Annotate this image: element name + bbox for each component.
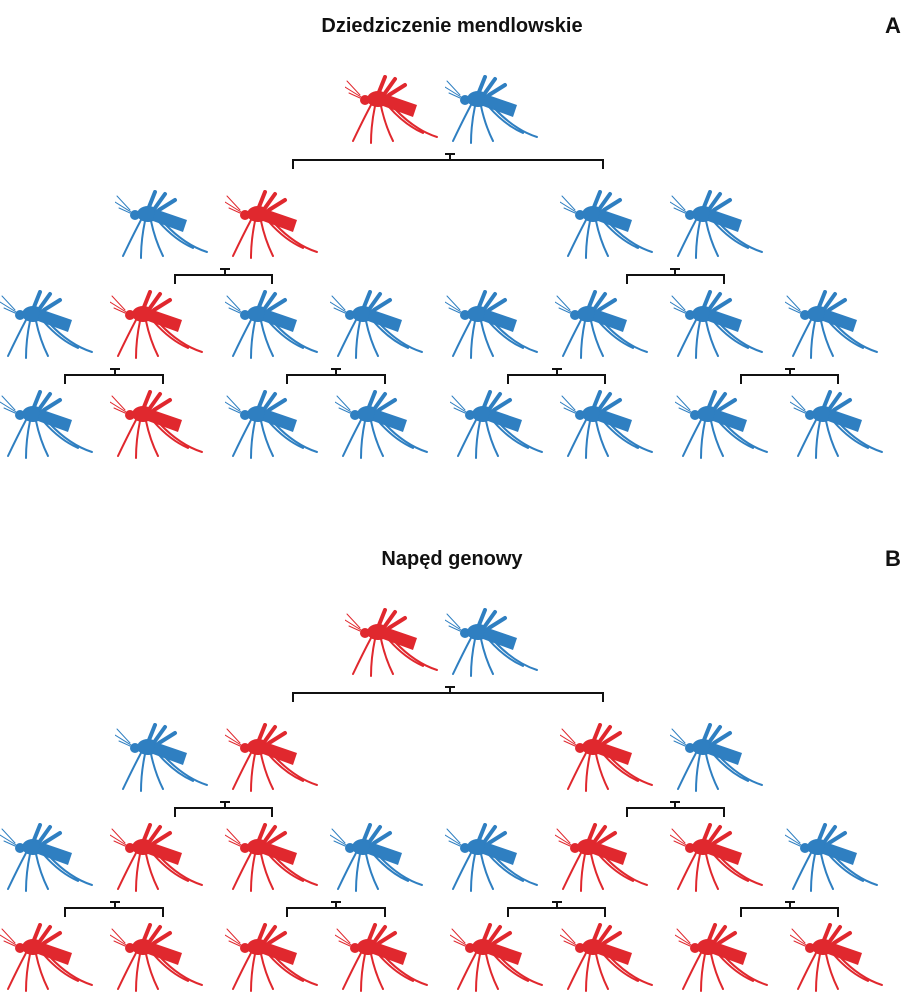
cross-bracket — [65, 369, 163, 384]
cross-bracket — [508, 369, 605, 384]
mosquito — [670, 192, 762, 258]
mosquito — [670, 292, 762, 358]
mosquito — [345, 610, 437, 676]
mosquito — [225, 925, 317, 991]
mosquito — [110, 292, 202, 358]
mosquito — [0, 825, 92, 891]
cross-bracket — [293, 154, 603, 169]
mosquito — [445, 77, 537, 143]
mosquito — [560, 192, 652, 258]
mosquito — [560, 392, 652, 458]
mosquito — [330, 825, 422, 891]
mosquito — [0, 925, 92, 991]
mosquito — [450, 392, 542, 458]
mosquito — [225, 292, 317, 358]
cross-bracket — [175, 802, 272, 817]
mosquito — [335, 925, 427, 991]
mosquito — [670, 825, 762, 891]
panel-letter: A — [885, 13, 901, 38]
mosquito — [555, 825, 647, 891]
panel-letter: B — [885, 546, 901, 571]
mosquito — [110, 392, 202, 458]
mosquito — [115, 192, 207, 258]
mosquito — [345, 77, 437, 143]
cross-bracket — [508, 902, 605, 917]
cross-bracket — [65, 902, 163, 917]
mosquito — [785, 292, 877, 358]
mosquito — [335, 392, 427, 458]
mosquito — [555, 292, 647, 358]
mosquito — [330, 292, 422, 358]
cross-bracket — [741, 369, 838, 384]
mosquito — [675, 392, 767, 458]
mosquito — [110, 825, 202, 891]
mosquito — [225, 392, 317, 458]
cross-bracket — [293, 687, 603, 702]
mosquito — [225, 825, 317, 891]
panel-title: Napęd genowy — [381, 548, 523, 570]
panel: Dziedziczenie mendlowskie A — [0, 13, 901, 458]
mosquito — [225, 725, 317, 791]
mosquito — [110, 925, 202, 991]
cross-bracket — [741, 902, 838, 917]
mosquito — [450, 925, 542, 991]
mosquito — [790, 925, 882, 991]
mosquito — [445, 292, 537, 358]
cross-bracket — [627, 269, 724, 284]
panel-title: Dziedziczenie mendlowskie — [321, 15, 582, 37]
mosquito — [560, 725, 652, 791]
cross-bracket — [627, 802, 724, 817]
mosquito — [445, 610, 537, 676]
cross-bracket — [175, 269, 272, 284]
mosquito — [115, 725, 207, 791]
mosquito — [0, 292, 92, 358]
cross-bracket — [287, 902, 385, 917]
mosquito — [560, 925, 652, 991]
cross-bracket — [287, 369, 385, 384]
panel: Napęd genowy B — [0, 546, 901, 991]
mosquito — [445, 825, 537, 891]
mosquito — [225, 192, 317, 258]
diagram: Dziedziczenie mendlowskie A Napęd genowy B — [0, 0, 904, 994]
mosquito — [0, 392, 92, 458]
mosquito — [675, 925, 767, 991]
mosquito — [785, 825, 877, 891]
mosquito — [790, 392, 882, 458]
mosquito — [670, 725, 762, 791]
